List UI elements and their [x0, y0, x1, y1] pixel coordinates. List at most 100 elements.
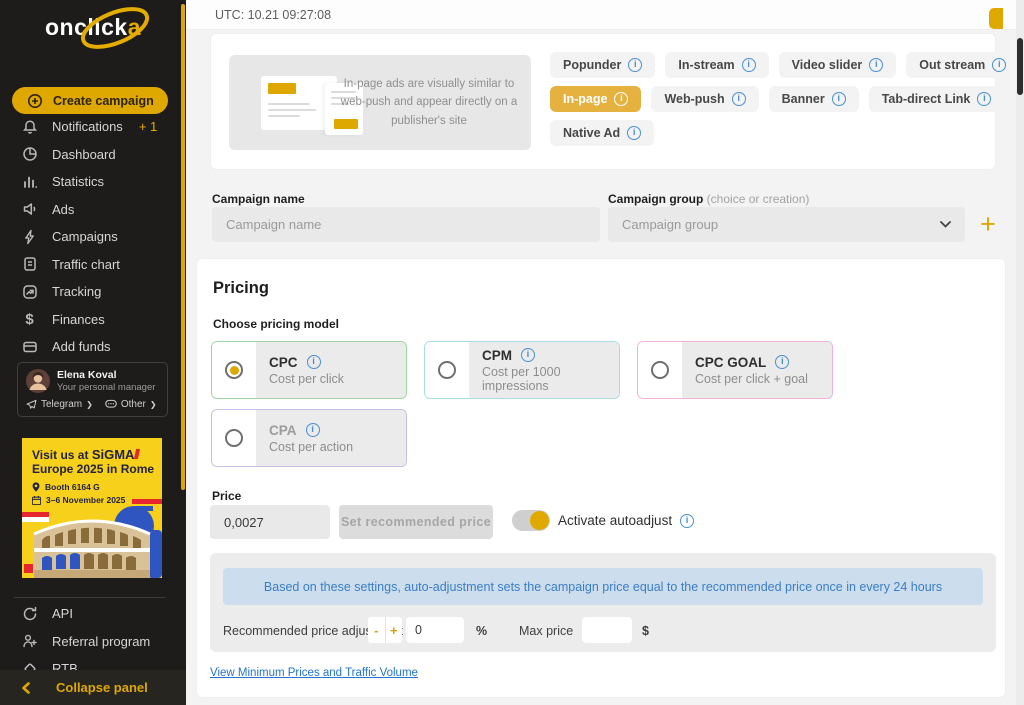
sidebar-item-dashboard[interactable]: Dashboard [0, 141, 180, 169]
credit-card-icon [21, 338, 38, 355]
autoadjust-panel: Based on these settings, auto-adjustment… [210, 553, 996, 652]
pricing-model-cpc[interactable]: CPC Cost per click [211, 341, 407, 399]
colosseum-illustration [24, 506, 162, 578]
telegram-label: Telegram [41, 399, 83, 410]
model-name: CPM [482, 347, 512, 363]
sidebar: onclicka Create campaign Notifications +… [0, 0, 186, 705]
radio-cpc[interactable] [225, 361, 243, 379]
create-campaign-button[interactable]: Create campaign [12, 87, 168, 114]
banner-dates: 3–6 November 2025 [32, 495, 125, 505]
sidebar-item-traffic-chart[interactable]: Traffic chart [0, 251, 180, 279]
sidebar-item-label: Traffic chart [52, 256, 120, 272]
document-icon [21, 256, 38, 273]
sidebar-item-label: Dashboard [52, 146, 116, 162]
line-shape [268, 115, 300, 117]
pricing-model-cpa[interactable]: CPA Cost per action [211, 409, 407, 467]
sidebar-item-api[interactable]: API [0, 600, 180, 628]
sidebar-item-notifications[interactable]: Notifications + 1 [0, 113, 180, 141]
info-icon[interactable] [628, 58, 643, 72]
info-icon[interactable] [306, 355, 321, 369]
sidebar-scrollbar-thumb[interactable] [181, 4, 185, 490]
info-icon[interactable] [741, 58, 756, 72]
other-contact-link[interactable]: Other ❯ [105, 399, 157, 410]
campaign-group-label: Campaign group (choice or creation) [608, 192, 810, 206]
chip-popunder[interactable]: Popunder [550, 52, 656, 78]
sidebar-item-label: Notifications [52, 119, 123, 135]
pin-icon [32, 482, 40, 492]
sidebar-item-label: Finances [52, 311, 105, 327]
campaign-name-label: Campaign name [212, 192, 305, 206]
campaign-name-input[interactable] [212, 207, 600, 242]
view-minimum-prices-link[interactable]: View Minimum Prices and Traffic Volume [210, 667, 418, 679]
sidebar-item-tracking[interactable]: Tracking [0, 278, 180, 306]
info-icon[interactable] [680, 513, 695, 528]
radio-cpm[interactable] [438, 361, 456, 379]
autoadjust-toggle[interactable] [512, 510, 550, 531]
info-icon[interactable] [305, 423, 320, 437]
dollar-sign: $ [642, 624, 649, 638]
info-icon[interactable] [831, 92, 846, 106]
price-input[interactable] [210, 505, 330, 539]
pricing-model-cpm[interactable]: CPM Cost per 1000 impressions [424, 341, 620, 399]
line-shape [268, 109, 316, 111]
recommended-price-adjustment-label: Recommended price adjustment [223, 624, 403, 638]
calendar-icon [32, 495, 41, 505]
add-campaign-group-button[interactable]: + [980, 209, 996, 239]
main-scrollbar-track[interactable] [1016, 0, 1024, 705]
plus-button[interactable]: + [389, 622, 398, 638]
sidebar-item-referral-program[interactable]: Referral program [0, 628, 180, 656]
referral-icon [21, 633, 38, 650]
campaign-group-select[interactable]: Campaign group [608, 207, 965, 242]
line-shape [331, 97, 356, 99]
info-icon[interactable] [731, 92, 746, 106]
info-icon[interactable] [627, 126, 642, 140]
chip-native-ad[interactable]: Native Ad [550, 120, 655, 146]
sidebar-item-finances[interactable]: $ Finances [0, 306, 180, 334]
info-icon[interactable] [521, 348, 535, 362]
create-campaign-label: Create campaign [53, 93, 154, 108]
max-price-input[interactable] [582, 617, 632, 643]
pricing-title: Pricing [213, 279, 269, 297]
line-shape [331, 103, 349, 105]
chip-banner[interactable]: Banner [768, 86, 859, 112]
sigma-promo-banner[interactable]: Visit us at SiGMA Europe 2025 in Rome Bo… [22, 438, 162, 578]
info-icon[interactable] [614, 92, 629, 106]
topbar-partial-button[interactable] [989, 8, 1003, 29]
sidebar-item-label: Add funds [52, 339, 111, 355]
adjustment-stepper: - + [368, 617, 402, 643]
banner-red-stripe-left [22, 512, 49, 517]
collapse-panel-button[interactable]: Collapse panel [0, 670, 186, 705]
chip-web-push[interactable]: Web-push [651, 86, 759, 112]
chip-out-stream[interactable]: Out stream [906, 52, 1020, 78]
other-label: Other [120, 399, 146, 410]
sidebar-item-add-funds[interactable]: Add funds [0, 333, 180, 361]
telegram-link[interactable]: Telegram ❯ [26, 399, 93, 410]
info-icon[interactable] [869, 58, 884, 72]
chip-in-page[interactable]: In-page [550, 86, 642, 112]
adjustment-value-input[interactable] [406, 617, 464, 643]
main-scrollbar-thumb[interactable] [1017, 38, 1023, 95]
info-icon[interactable] [992, 58, 1007, 72]
set-recommended-price-button[interactable]: Set recommended price [339, 505, 493, 539]
topbar: UTC: 10.21 09:27:08 [186, 0, 1024, 30]
tracking-icon [21, 283, 38, 300]
sidebar-item-ads[interactable]: Ads [0, 196, 180, 224]
chip-in-stream[interactable]: In-stream [665, 52, 769, 78]
pricing-model-cpc-goal[interactable]: CPC GOAL Cost per click + goal [637, 341, 833, 399]
info-icon[interactable] [775, 355, 790, 369]
info-icon[interactable] [977, 92, 992, 106]
radio-cpc-goal[interactable] [651, 361, 669, 379]
sidebar-item-campaigns[interactable]: Campaigns [0, 223, 180, 251]
minus-button[interactable]: - [368, 617, 386, 643]
sidebar-item-statistics[interactable]: Statistics [0, 168, 180, 196]
model-description: Cost per click + goal [695, 371, 808, 386]
mini-card-shape [261, 76, 337, 130]
campaign-group-hint: (choice or creation) [703, 192, 810, 206]
sidebar-divider [14, 597, 166, 598]
chip-video-slider[interactable]: Video slider [778, 52, 897, 78]
main-content: UTC: 10.21 09:27:08 [186, 0, 1024, 705]
chip-tab-direct-link[interactable]: Tab-direct Link [868, 86, 1005, 112]
telegram-icon [26, 399, 37, 410]
banner-booth: Booth 6164 G [32, 482, 100, 492]
radio-cpa[interactable] [225, 429, 243, 447]
